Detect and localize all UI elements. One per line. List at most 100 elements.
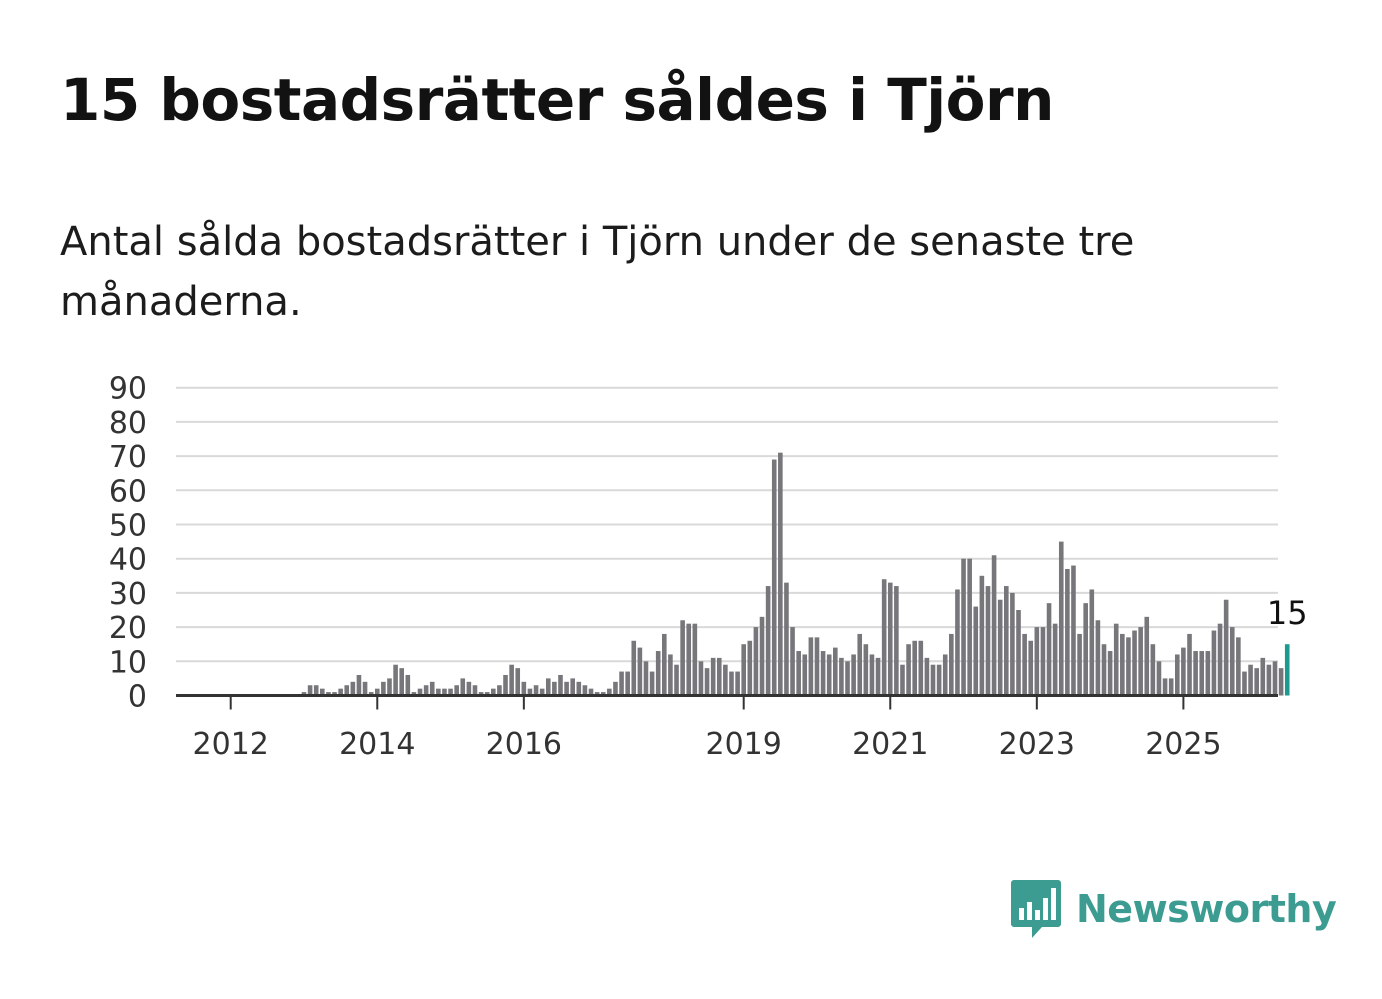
bar xyxy=(704,668,710,696)
bar xyxy=(1229,627,1235,696)
bar xyxy=(1144,616,1150,696)
bar xyxy=(784,582,789,696)
x-tick-label: 2023 xyxy=(999,727,1075,762)
bar xyxy=(961,558,966,696)
bar xyxy=(393,664,398,696)
bar xyxy=(759,616,765,696)
bar xyxy=(802,654,808,696)
bar xyxy=(503,674,508,696)
bar xyxy=(1138,627,1143,696)
bar xyxy=(460,678,466,696)
bar xyxy=(1107,651,1113,696)
chart-title: 15 bostadsrätter såldes i Tjörn xyxy=(60,66,1054,134)
bar xyxy=(387,678,392,696)
bar xyxy=(478,692,484,696)
bar xyxy=(600,692,606,696)
y-tick-label: 80 xyxy=(109,406,147,441)
bar xyxy=(655,651,661,696)
y-tick-label: 40 xyxy=(109,543,147,578)
bar xyxy=(1193,651,1198,696)
bar xyxy=(1046,603,1052,696)
bar xyxy=(942,654,948,696)
bar xyxy=(729,671,734,696)
bar xyxy=(1181,647,1186,696)
bar xyxy=(545,678,551,696)
bar xyxy=(1174,654,1180,696)
bar xyxy=(582,685,588,696)
bar xyxy=(930,664,936,696)
y-tick-label: 50 xyxy=(109,509,147,544)
bar xyxy=(814,637,820,696)
bar xyxy=(710,657,716,696)
bar xyxy=(576,681,582,696)
bar xyxy=(692,623,698,696)
bar xyxy=(1132,630,1137,696)
bar xyxy=(790,627,795,696)
bar xyxy=(509,664,514,696)
bar xyxy=(448,688,453,696)
bar xyxy=(851,654,856,696)
x-tick-label: 2012 xyxy=(193,727,269,762)
bar xyxy=(863,644,869,696)
y-tick-label: 0 xyxy=(128,680,147,715)
bar xyxy=(1004,586,1009,696)
bar xyxy=(1071,565,1076,696)
bar xyxy=(967,558,972,696)
bars xyxy=(301,452,1290,696)
bar xyxy=(796,651,801,696)
bar xyxy=(533,685,539,696)
bar xyxy=(765,586,771,696)
bar xyxy=(1150,644,1156,696)
y-tick-label: 30 xyxy=(109,577,147,612)
bar xyxy=(607,688,612,696)
bar xyxy=(436,688,441,696)
newsworthy-logo[interactable]: Newsworthy xyxy=(1010,878,1337,940)
bar xyxy=(649,671,655,696)
bar xyxy=(839,657,844,696)
bar xyxy=(1211,630,1217,696)
bar xyxy=(973,606,979,696)
x-tick-label: 2025 xyxy=(1145,727,1221,762)
bar xyxy=(356,674,362,696)
y-tick-label: 90 xyxy=(109,372,147,407)
bar xyxy=(698,661,704,696)
bar xyxy=(1010,592,1015,696)
bar xyxy=(1248,664,1253,696)
x-tick-label: 2019 xyxy=(706,727,782,762)
bar xyxy=(875,657,881,696)
bar xyxy=(338,688,343,696)
bar xyxy=(558,674,563,696)
bar xyxy=(320,688,325,696)
x-tick-label: 2021 xyxy=(852,727,928,762)
bar xyxy=(894,586,899,696)
bar xyxy=(1162,678,1168,696)
bar xyxy=(539,688,545,696)
bar xyxy=(497,685,502,696)
bar xyxy=(332,692,337,696)
x-tick-label: 2016 xyxy=(486,727,562,762)
bar xyxy=(1126,637,1131,696)
bar xyxy=(808,637,814,696)
newsworthy-logo-icon xyxy=(1011,880,1061,938)
bar xyxy=(423,685,429,696)
bar xyxy=(1199,651,1205,696)
bar xyxy=(564,681,569,696)
bar xyxy=(680,620,685,696)
bar xyxy=(484,692,490,696)
bar xyxy=(997,599,1003,696)
bar xyxy=(686,623,692,696)
y-tick-label: 60 xyxy=(109,474,147,509)
bar xyxy=(1058,541,1064,696)
bar xyxy=(326,692,331,696)
bar xyxy=(1077,633,1082,696)
bar xyxy=(881,579,887,696)
bar xyxy=(662,633,667,696)
bar xyxy=(1065,568,1070,696)
bar xyxy=(668,654,673,696)
bar xyxy=(515,668,521,696)
y-tick-label: 70 xyxy=(109,440,147,475)
bar xyxy=(949,633,954,696)
bar xyxy=(955,589,960,696)
bar xyxy=(643,661,649,696)
